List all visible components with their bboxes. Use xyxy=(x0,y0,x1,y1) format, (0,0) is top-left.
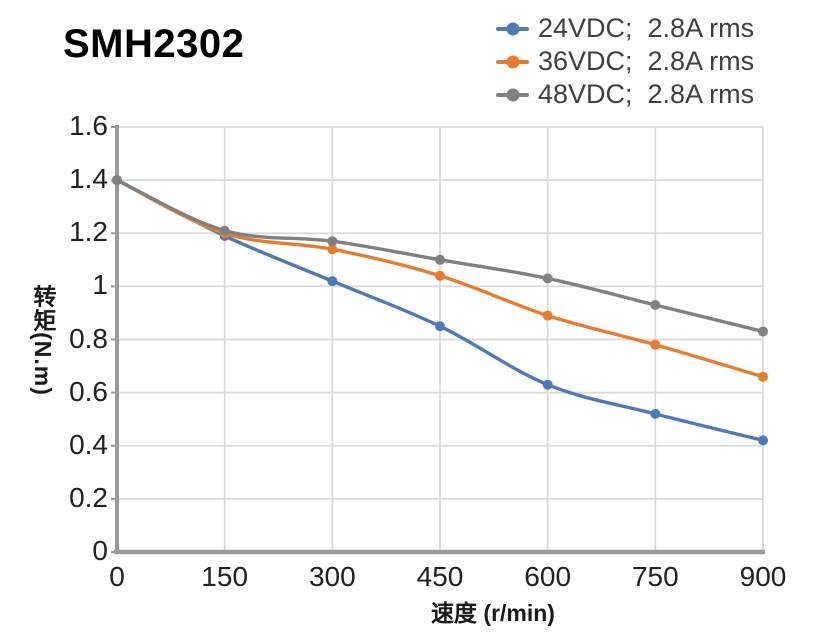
x-axis-title: 速度 (r/min) xyxy=(431,600,555,626)
series-48vdc-marker xyxy=(542,273,553,284)
legend-line-marker-icon xyxy=(496,22,529,35)
x-tick-label: 900 xyxy=(739,561,787,592)
legend-label: 48VDC; 2.8A rms xyxy=(538,79,755,109)
series-48vdc-marker xyxy=(219,225,230,236)
series-48vdc-marker xyxy=(650,300,661,310)
y-tick-label: 0.6 xyxy=(69,375,108,407)
legend: 24VDC; 2.8A rms 36VDC; 2.8A rms 48VDC; 2… xyxy=(496,12,754,111)
y-tick-label: 0.4 xyxy=(69,428,108,460)
series-36vdc-marker xyxy=(435,270,445,281)
y-tick-label: 1.2 xyxy=(69,216,108,248)
series-48vdc-marker xyxy=(758,326,768,337)
series-36vdc-marker xyxy=(758,371,768,382)
series-24vdc-marker xyxy=(650,408,661,419)
y-tick-label: 1 xyxy=(92,269,108,301)
series-24vdc-marker xyxy=(435,321,445,332)
legend-line-marker-icon xyxy=(496,55,529,68)
x-tick-label: 0 xyxy=(109,561,125,592)
legend-item-48vdc: 48VDC; 2.8A rms xyxy=(496,78,754,111)
y-tick-label: 1.4 xyxy=(69,163,108,195)
x-tick-label: 750 xyxy=(631,561,679,592)
series-48vdc-marker xyxy=(435,254,445,265)
legend-dot-icon xyxy=(506,55,519,68)
series-24vdc-marker xyxy=(758,435,768,446)
chart-title: SMH2302 xyxy=(63,22,245,66)
legend-label: 24VDC; 2.8A rms xyxy=(538,13,755,43)
series-24vdc-marker xyxy=(542,379,553,390)
y-tick-label: 0.2 xyxy=(69,481,108,513)
series-36vdc-marker xyxy=(542,310,553,321)
y-axis-title: 转矩(N.m) xyxy=(30,284,56,396)
x-tick-label: 300 xyxy=(308,561,356,592)
y-tick-label: 0.8 xyxy=(69,322,108,354)
legend-label: 36VDC; 2.8A rms xyxy=(538,46,755,76)
y-tick-label: 1.6 xyxy=(69,110,108,141)
series-36vdc-marker xyxy=(327,244,338,255)
x-tick-label: 600 xyxy=(524,561,572,592)
series-48vdc-marker xyxy=(112,175,122,186)
legend-line-marker-icon xyxy=(496,88,529,101)
y-tick-label: 0 xyxy=(92,535,108,566)
legend-item-36vdc: 36VDC; 2.8A rms xyxy=(496,45,754,78)
series-36vdc-marker xyxy=(650,339,661,350)
series-24vdc-marker xyxy=(327,276,338,287)
legend-dot-icon xyxy=(506,88,519,101)
x-tick-label: 150 xyxy=(201,561,249,592)
series-48vdc-marker xyxy=(327,236,338,247)
legend-item-24vdc: 24VDC; 2.8A rms xyxy=(496,12,754,45)
legend-dot-icon xyxy=(506,22,519,35)
x-tick-label: 450 xyxy=(416,561,464,592)
